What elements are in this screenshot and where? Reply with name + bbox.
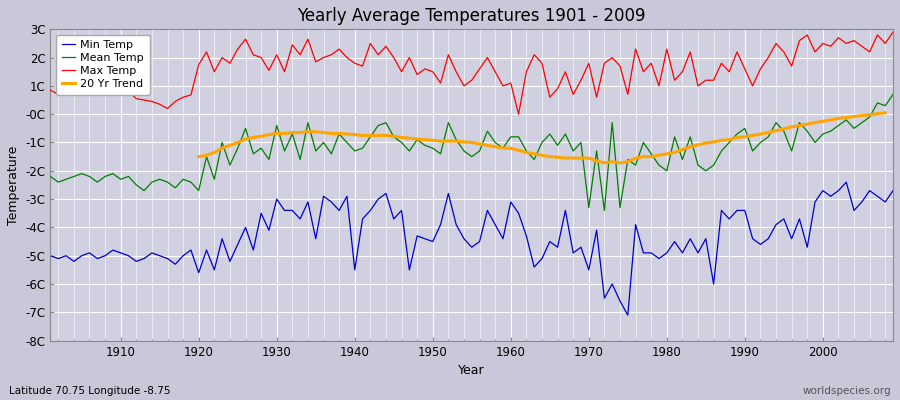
Line: Mean Temp: Mean Temp (50, 94, 893, 210)
Mean Temp (607, 120, 617, 125)
Mean Temp (599, 208, 610, 213)
20 Yr Trend (264, 132, 274, 137)
20 Yr Trend (279, 131, 290, 136)
Max Temp (506, 81, 517, 86)
Mean Temp (279, 148, 290, 153)
Min Temp (279, 208, 290, 213)
20 Yr Trend (599, 160, 610, 165)
20 Yr Trend (334, 131, 345, 136)
Mean Temp (326, 152, 337, 156)
20 Yr Trend (459, 140, 470, 144)
Text: worldspecies.org: worldspecies.org (803, 386, 891, 396)
20 Yr Trend (194, 154, 204, 159)
Min Temp (326, 200, 337, 204)
Max Temp (513, 112, 524, 116)
Mean Temp (498, 146, 508, 150)
Min Temp (498, 236, 508, 241)
Text: Latitude 70.75 Longitude -8.75: Latitude 70.75 Longitude -8.75 (9, 386, 170, 396)
Max Temp (279, 69, 290, 74)
Max Temp (107, 85, 118, 90)
Max Temp (607, 55, 617, 60)
Mean Temp (107, 171, 118, 176)
Min Temp (506, 200, 517, 204)
Min Temp (45, 253, 56, 258)
Max Temp (887, 30, 898, 34)
20 Yr Trend (810, 120, 821, 125)
Min Temp (599, 296, 610, 300)
Max Temp (45, 88, 56, 92)
Max Temp (326, 52, 337, 57)
X-axis label: Year: Year (458, 364, 485, 377)
Y-axis label: Temperature: Temperature (7, 145, 20, 225)
Max Temp (498, 84, 508, 88)
20 Yr Trend (544, 154, 555, 159)
Min Temp (841, 180, 851, 184)
Min Temp (887, 188, 898, 193)
Mean Temp (45, 174, 56, 179)
Title: Yearly Average Temperatures 1901 - 2009: Yearly Average Temperatures 1901 - 2009 (298, 7, 646, 25)
Line: Max Temp: Max Temp (50, 32, 893, 114)
Min Temp (623, 313, 634, 318)
Min Temp (107, 248, 118, 252)
20 Yr Trend (880, 110, 891, 115)
Legend: Min Temp, Mean Temp, Max Temp, 20 Yr Trend: Min Temp, Mean Temp, Max Temp, 20 Yr Tre… (56, 35, 149, 95)
Mean Temp (887, 92, 898, 97)
Mean Temp (506, 134, 517, 139)
Line: 20 Yr Trend: 20 Yr Trend (199, 113, 886, 163)
Line: Min Temp: Min Temp (50, 182, 893, 315)
